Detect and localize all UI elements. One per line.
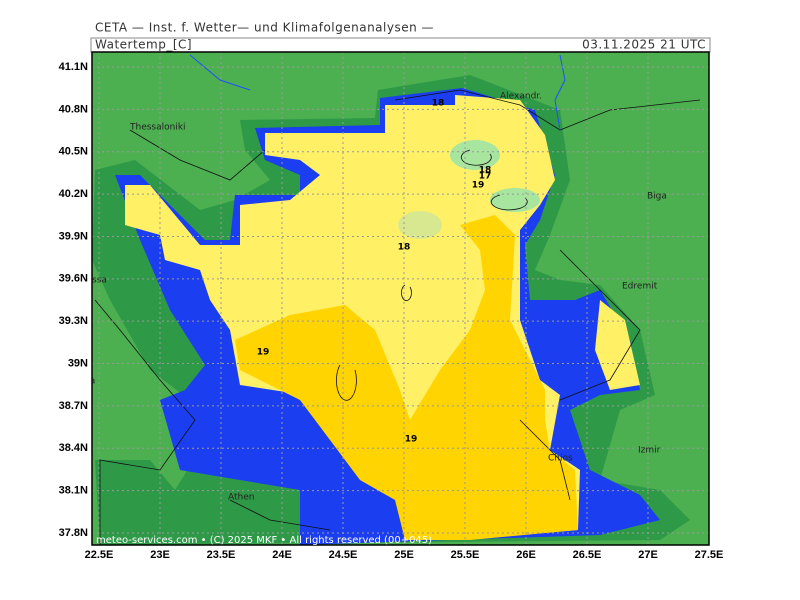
lat-tick-label: 39.3N (59, 315, 88, 327)
lon-tick-label: 26.5E (573, 549, 602, 561)
lon-tick-label: 27.5E (695, 549, 724, 561)
warmest-sea (235, 215, 578, 540)
footer: meteo-services.com • (C) 2025 MKF • All … (96, 535, 432, 546)
date: 03.11.2025 21 UTC (582, 38, 706, 52)
title: Watertemp_[C] (95, 38, 192, 52)
lat-tick-label: 39N (68, 357, 88, 369)
lon-tick-label: 22.5E (85, 549, 114, 561)
contour-label: 18 (479, 166, 492, 176)
lat-tick-label: 40.5N (59, 146, 88, 158)
contour-label: 18 (398, 243, 411, 253)
place-label: Biga (647, 192, 667, 202)
lat-tick-label: 39.6N (59, 273, 88, 285)
lat-tick-label: 40.2N (59, 188, 88, 200)
cool-spot (490, 188, 540, 212)
lon-tick-label: 23.5E (207, 549, 236, 561)
lon-tick-label: 27E (638, 549, 658, 561)
lat-tick-label: 38.7N (59, 400, 88, 412)
contour-label: 19 (472, 181, 485, 191)
place-label: Edremit (622, 282, 658, 292)
place-label: ssa (92, 276, 107, 286)
lon-tick-label: 25.5E (451, 549, 480, 561)
lat-tick-label: 41.1N (59, 61, 88, 73)
place-label: Athen (228, 493, 254, 503)
lon-tick-label: 25E (394, 549, 414, 561)
contour-label: 19 (405, 435, 418, 445)
lat-tick-label: 38.4N (59, 442, 88, 454)
place-label: Lamia (68, 377, 95, 387)
map: Thessaloniki Alexandr. Biga Edremit ssa Lamia… (68, 51, 710, 546)
place-label: Thessaloniki (129, 123, 186, 133)
contour-label: 19 (257, 348, 270, 358)
lat-tick-label: 39.9N (59, 230, 88, 242)
lat-tick-label: 40.8N (59, 103, 88, 115)
coastline (94, 89, 701, 545)
lat-tick-label: 37.8N (59, 527, 88, 539)
institute: CETA — Inst. f. Wetter— und Klimafolgena… (95, 21, 434, 35)
contour-label: 18 (432, 99, 445, 109)
map-frame (91, 51, 710, 546)
place-label: Izmir (638, 446, 661, 456)
lat-tick-label: 38.1N (59, 485, 88, 497)
cool-spot (398, 211, 442, 239)
lon-tick-label: 26E (516, 549, 536, 561)
lon-tick-label: 24.5E (329, 549, 358, 561)
lon-tick-label: 23E (150, 549, 170, 561)
place-label: Alexandr. (500, 92, 542, 102)
place-label: Chios (548, 454, 573, 464)
warm-sea (595, 300, 640, 390)
lon-tick-label: 24E (272, 549, 292, 561)
contour-label: 17 (479, 172, 492, 182)
